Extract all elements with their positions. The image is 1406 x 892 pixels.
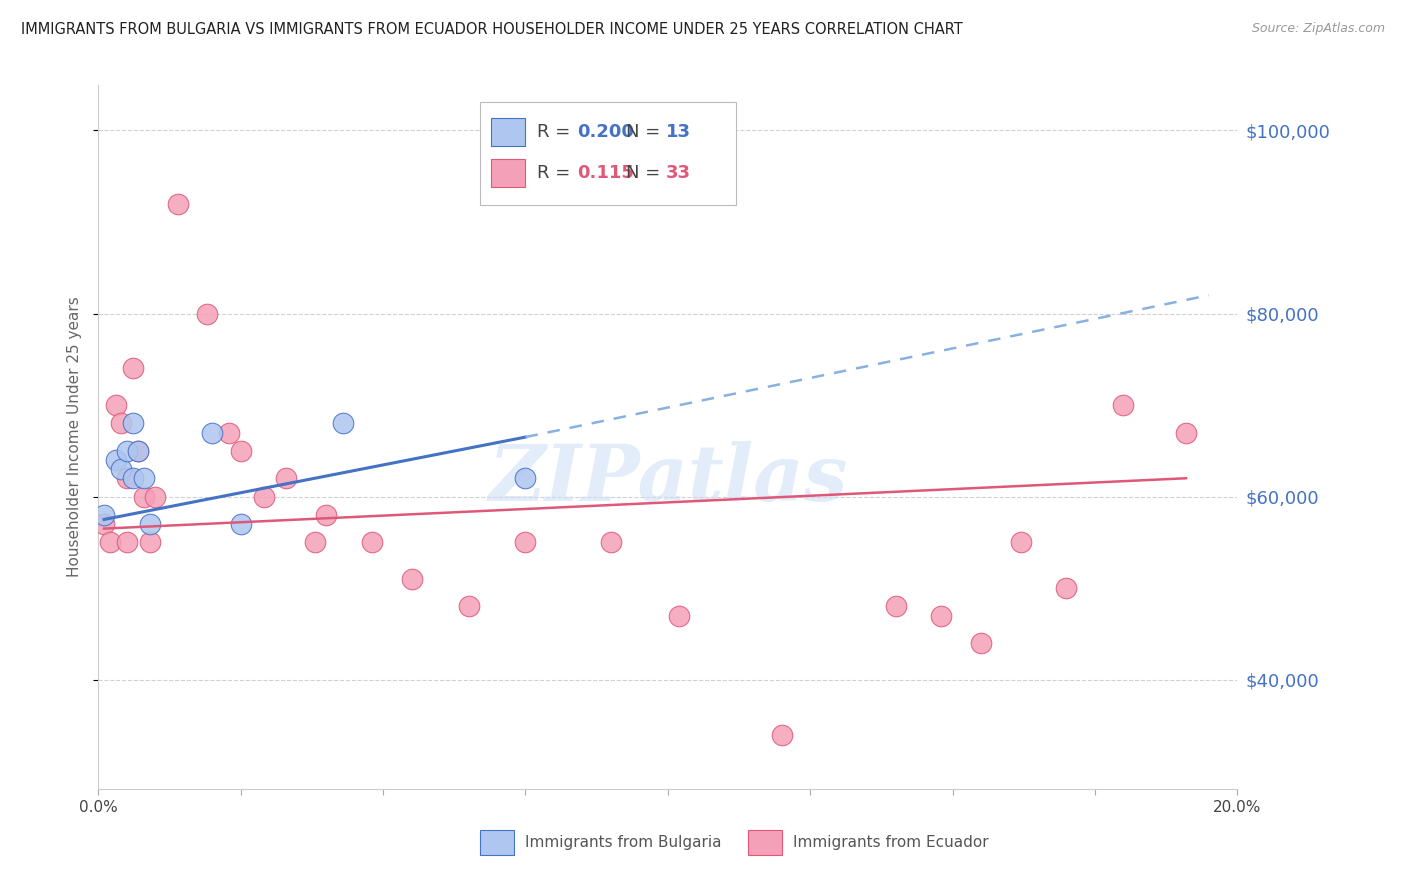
Y-axis label: Householder Income Under 25 years: Householder Income Under 25 years [67, 297, 83, 577]
Point [515, 471, 537, 485]
Text: N =: N = [626, 164, 665, 182]
Point [132, 490, 155, 504]
Point [195, 306, 218, 320]
Point [121, 471, 143, 485]
Point [110, 462, 132, 476]
FancyBboxPatch shape [479, 103, 737, 204]
Point [127, 443, 149, 458]
Point [970, 636, 993, 650]
Text: R =: R = [537, 123, 576, 141]
Point [515, 535, 537, 549]
Text: Immigrants from Ecuador: Immigrants from Ecuador [793, 835, 988, 850]
Point [276, 471, 298, 485]
Point [668, 608, 690, 623]
Point [98, 535, 121, 549]
Point [104, 398, 127, 412]
Point [770, 727, 793, 741]
Point [115, 443, 138, 458]
Bar [748, 830, 782, 855]
Point [315, 508, 337, 522]
Point [138, 516, 160, 531]
Point [121, 361, 143, 376]
Point [401, 572, 423, 586]
Point [115, 535, 138, 549]
Point [457, 599, 479, 614]
Point [1175, 425, 1198, 440]
Text: 33: 33 [665, 164, 690, 182]
Point [121, 417, 143, 431]
Point [93, 508, 115, 522]
Text: ZIPatlas: ZIPatlas [488, 442, 848, 517]
Point [115, 471, 138, 485]
Bar [491, 159, 526, 187]
Text: N =: N = [626, 123, 665, 141]
Bar [491, 118, 526, 146]
Point [145, 490, 167, 504]
Point [332, 417, 354, 431]
Point [229, 443, 252, 458]
Point [127, 443, 149, 458]
Point [1056, 581, 1078, 595]
Point [110, 417, 132, 431]
Text: 0.200: 0.200 [576, 123, 634, 141]
Point [218, 425, 240, 440]
Point [132, 471, 155, 485]
Text: Immigrants from Bulgaria: Immigrants from Bulgaria [526, 835, 723, 850]
Point [600, 535, 623, 549]
Text: Source: ZipAtlas.com: Source: ZipAtlas.com [1251, 22, 1385, 36]
Point [1010, 535, 1032, 549]
Text: R =: R = [537, 164, 582, 182]
Text: 13: 13 [665, 123, 690, 141]
Point [360, 535, 382, 549]
Point [138, 535, 160, 549]
Bar [479, 830, 515, 855]
Point [304, 535, 326, 549]
Point [884, 599, 907, 614]
Text: 0.115: 0.115 [576, 164, 634, 182]
Point [167, 196, 190, 211]
Point [929, 608, 952, 623]
Point [229, 516, 252, 531]
Text: IMMIGRANTS FROM BULGARIA VS IMMIGRANTS FROM ECUADOR HOUSEHOLDER INCOME UNDER 25 : IMMIGRANTS FROM BULGARIA VS IMMIGRANTS F… [21, 22, 963, 37]
Point [104, 453, 127, 467]
Point [1112, 398, 1135, 412]
Point [93, 516, 115, 531]
Point [252, 490, 274, 504]
Point [201, 425, 224, 440]
